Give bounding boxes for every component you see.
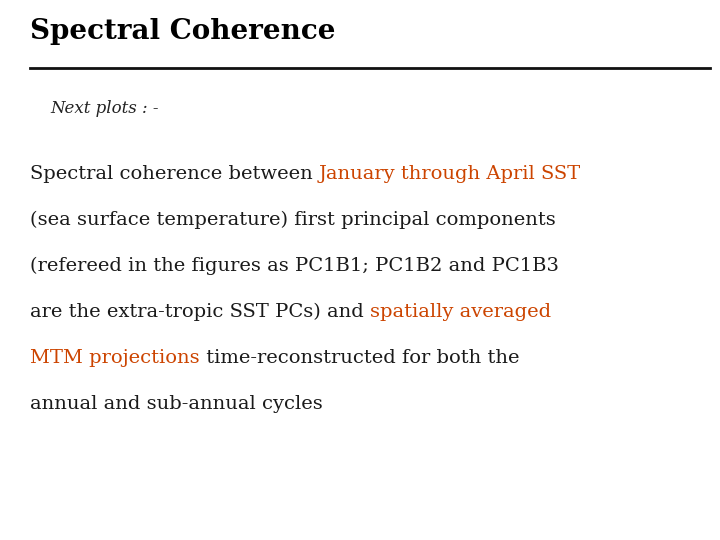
Text: spatially averaged: spatially averaged <box>370 303 551 321</box>
Text: annual and sub-annual cycles: annual and sub-annual cycles <box>30 395 323 413</box>
Text: Spectral coherence between: Spectral coherence between <box>30 165 319 183</box>
Text: (refereed in the figures as PC1B1; PC1B2 and PC1B3: (refereed in the figures as PC1B1; PC1B2… <box>30 257 559 275</box>
Text: Spectral Coherence: Spectral Coherence <box>30 18 336 45</box>
Text: January through April SST: January through April SST <box>319 165 581 183</box>
Text: Next plots : -: Next plots : - <box>50 100 158 117</box>
Text: time-reconstructed for both the: time-reconstructed for both the <box>199 349 519 367</box>
Text: are the extra-tropic SST PCs) and: are the extra-tropic SST PCs) and <box>30 303 370 321</box>
Text: MTM projections: MTM projections <box>30 349 199 367</box>
Text: (sea surface temperature) first principal components: (sea surface temperature) first principa… <box>30 211 556 230</box>
